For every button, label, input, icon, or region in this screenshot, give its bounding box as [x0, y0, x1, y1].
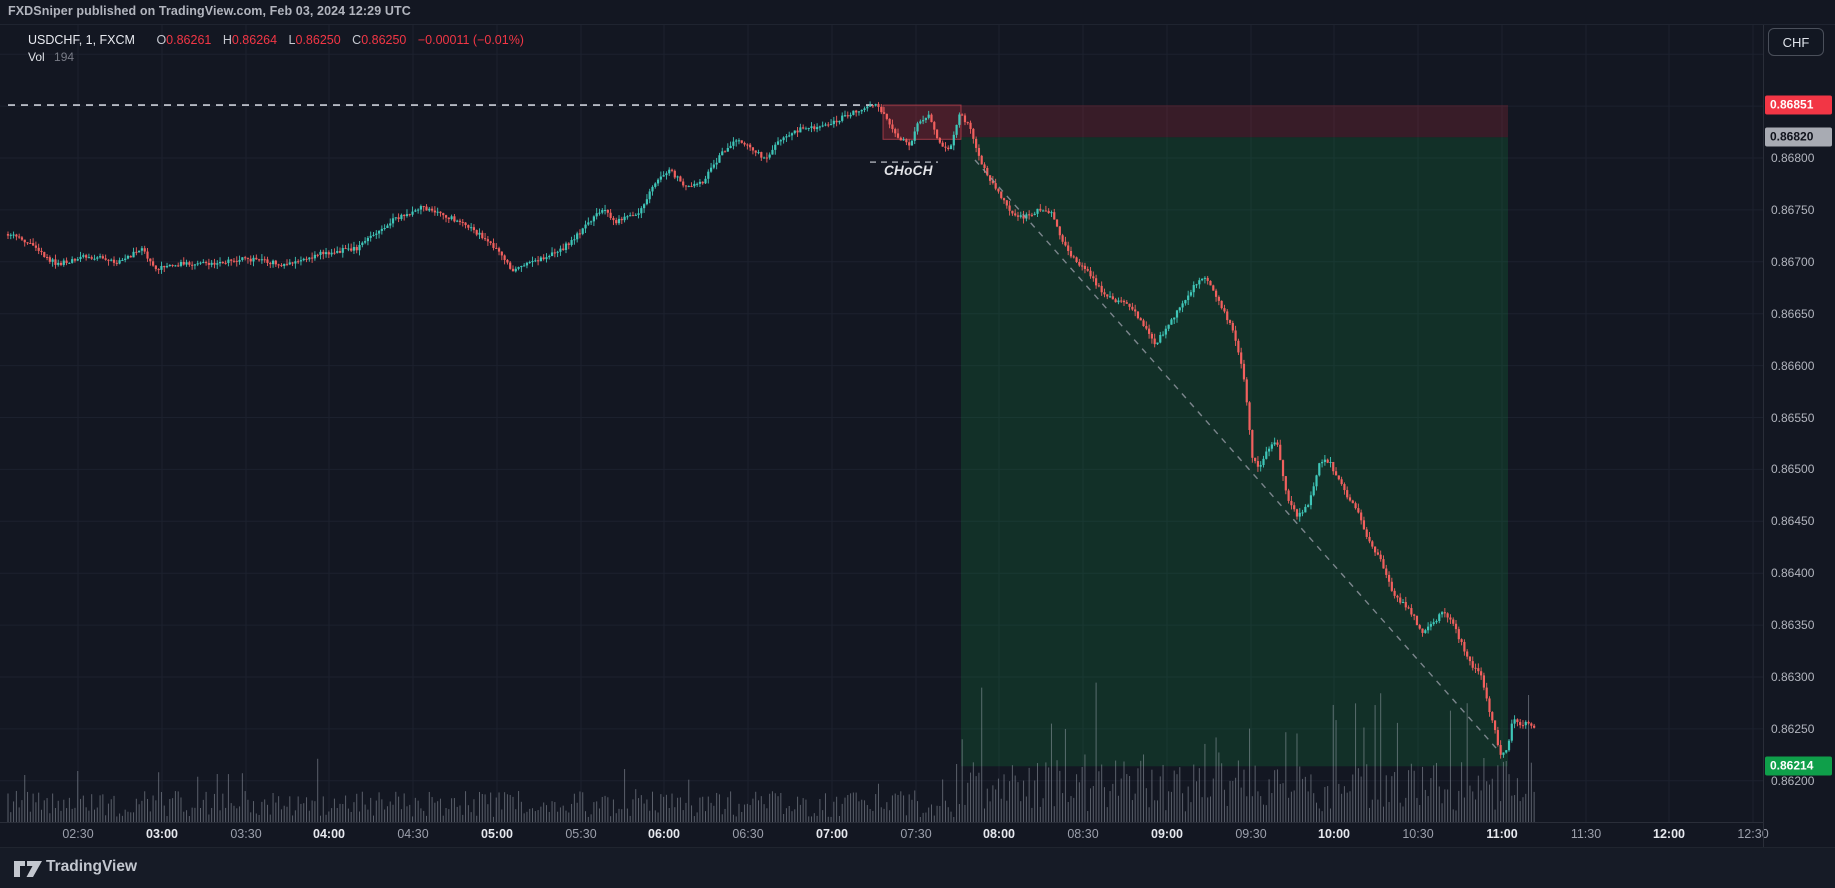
price-tick-label: 0.86750	[1771, 202, 1815, 217]
choch-annotation[interactable]: CHoCH	[884, 163, 933, 178]
time-tick-label: 06:00	[648, 827, 680, 841]
legend-row-main: USDCHF, 1, FXCM O0.86261 H0.86264 L0.862…	[28, 33, 524, 47]
time-tick-label: 08:30	[1067, 827, 1099, 841]
publish-text: FXDSniper published on TradingView.com, …	[8, 4, 411, 18]
time-tick-label: 10:00	[1318, 827, 1350, 841]
legend-row-volume: Vol 194	[28, 50, 524, 64]
ohlc-high: H0.86264	[222, 33, 278, 47]
price-axis[interactable]: 0.86800 0.86750 0.86700 0.86650 0.86600 0.865…	[1764, 24, 1835, 822]
supply-box	[882, 104, 962, 140]
volume-value: 194	[54, 50, 75, 64]
price-tick-label: 0.86800	[1771, 151, 1815, 165]
time-tick-label: 06:30	[732, 827, 764, 841]
price-tick-label: 0.86350	[1771, 618, 1815, 633]
symbol-legend: USDCHF, 1, FXCM O0.86261 H0.86264 L0.862…	[28, 33, 524, 64]
time-tick-label: 07:30	[900, 827, 932, 841]
change-value: −0.00011 (−0.01%)	[417, 33, 524, 47]
target-price-label: 0.86214	[1765, 756, 1832, 776]
price-tick-label: 0.86550	[1771, 410, 1815, 425]
time-tick-label: 08:00	[983, 827, 1015, 841]
time-tick-label: 02:30	[62, 827, 94, 841]
time-tick-label: 12:30	[1737, 827, 1769, 841]
short-profit-zone	[961, 137, 1508, 767]
stop-price-label: 0.86851	[1765, 95, 1832, 115]
price-tick-label: 0.86400	[1771, 566, 1815, 581]
price-tick-label: 0.86450	[1771, 514, 1815, 529]
price-tick-label: 0.86200	[1771, 773, 1815, 788]
ohlc-close: C0.86250	[352, 33, 407, 47]
price-tick-label: 0.86600	[1771, 358, 1815, 373]
price-tick-label: 0.86250	[1771, 721, 1815, 736]
time-tick-label: 04:30	[397, 827, 429, 841]
price-tick-label: 0.86650	[1771, 306, 1815, 321]
publish-header: FXDSniper published on TradingView.com, …	[0, 0, 1835, 25]
symbol-title[interactable]: USDCHF, 1, FXCM	[28, 33, 135, 47]
time-tick-label: 05:00	[481, 827, 513, 841]
price-tick-label: 0.86700	[1771, 254, 1815, 269]
price-tick-label: 0.86300	[1771, 670, 1815, 684]
short-stop-zone	[961, 105, 1508, 138]
time-tick-label: 11:30	[1570, 827, 1602, 841]
ohlc-low: L0.86250	[288, 33, 341, 47]
time-tick-label: 07:00	[816, 827, 848, 841]
tradingview-wordmark[interactable]: TradingView	[46, 858, 138, 875]
dashed-levels	[8, 104, 938, 164]
time-axis[interactable]: 02:30 03:00 03:30 04:00 04:30 05:00 05:30 06:00…	[0, 822, 1769, 848]
ohlc-open: O0.86261	[156, 33, 212, 47]
position-tool-zones	[882, 104, 1508, 767]
volume-label: Vol	[28, 50, 45, 64]
footer-bar: TradingView	[0, 847, 1835, 888]
time-tick-label: 05:30	[565, 827, 597, 841]
tradingview-logo-icon[interactable]	[13, 858, 43, 885]
time-tick-label: 04:00	[313, 827, 345, 841]
volume-bars	[7, 682, 1535, 822]
time-tick-label: 11:00	[1486, 827, 1518, 841]
currency-toggle-button[interactable]: CHF	[1768, 28, 1824, 56]
candlestick-series	[6, 101, 1536, 759]
price-axis-separator	[1763, 24, 1764, 847]
time-tick-label: 03:30	[230, 827, 262, 841]
time-tick-label: 09:00	[1151, 827, 1183, 841]
time-tick-label: 10:30	[1402, 827, 1434, 841]
gridlines	[0, 24, 1763, 822]
time-tick-label: 09:30	[1235, 827, 1267, 841]
time-tick-label: 12:00	[1653, 827, 1685, 841]
entry-price-label: 0.86820	[1765, 127, 1832, 147]
time-tick-label: 03:00	[146, 827, 178, 841]
price-tick-label: 0.86500	[1771, 462, 1815, 477]
